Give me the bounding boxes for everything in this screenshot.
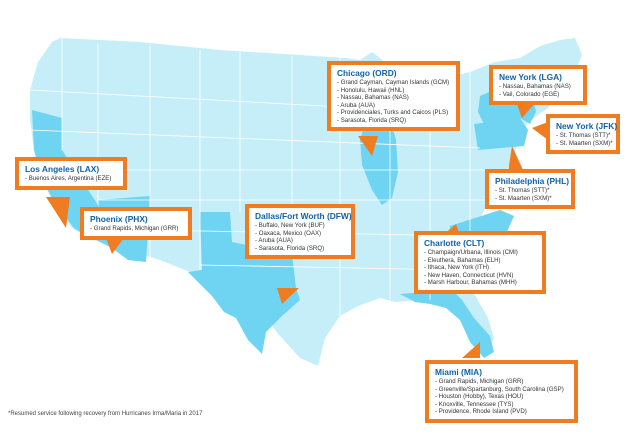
footnote: *Resumed service following recovery from… [8, 411, 203, 417]
destination-item: Grand Rapids, Michigan (GRR) [435, 378, 568, 386]
destination-item: Nassau, Bahamas (NAS) [337, 94, 450, 102]
destination-list-clt: Champaign/Urbana, Illinois (CMI) Eleuthe… [424, 249, 536, 287]
callout-clt: Charlotte (CLT) Champaign/Urbana, Illino… [414, 231, 546, 294]
callout-phx: Phoenix (PHX) Grand Rapids, Michigan (GR… [80, 207, 192, 240]
destination-item: Ithaca, New York (ITH) [424, 264, 536, 272]
destination-item: St. Maarten (SXM)* [495, 195, 565, 203]
destination-list-mia: Grand Rapids, Michigan (GRR) Greenville/… [435, 378, 568, 416]
destination-item: New Haven, Connecticut (HVN) [424, 272, 536, 280]
callout-phl: Philadelphia (PHL) St. Thomas (STT)* St.… [485, 169, 575, 209]
callout-title-lax: Los Angeles (LAX) [25, 164, 100, 174]
callout-title-dfw: Dallas/Fort Worth (DFW) [255, 211, 352, 221]
tail-phx [106, 238, 124, 254]
destination-item: Grand Cayman, Cayman Islands (GCM) [337, 79, 450, 87]
destination-item: Honolulu, Hawaii (HNL) [337, 87, 450, 95]
destination-list-phl: St. Thomas (STT)* St. Maarten (SXM)* [495, 187, 565, 202]
tail-dfw [277, 288, 299, 304]
tail-jfk [532, 122, 548, 140]
callout-title-phx: Phoenix (PHX) [90, 214, 148, 224]
destination-item: Aruba (AUA) [337, 102, 450, 110]
destination-item: Buffalo, New York (BUF) [255, 222, 345, 230]
destination-item: Sarasota, Florida (SRQ) [337, 117, 450, 125]
destination-item: Eleuthera, Bahamas (ELH) [424, 257, 536, 265]
tail-lax [46, 197, 70, 228]
callout-title-jfk: New York (JFK) [556, 121, 618, 131]
destination-list-phx: Grand Rapids, Michigan (GRR) [90, 225, 182, 233]
destination-list-jfk: St. Thomas (STT)* St. Maarten (SXM)* [556, 132, 613, 148]
destination-item: Vail, Colorado (EGE) [499, 91, 577, 99]
callout-dfw: Dallas/Fort Worth (DFW) Buffalo, New Yor… [245, 204, 355, 259]
callout-jfk: New York (JFK) St. Thomas (STT)* St. Maa… [546, 114, 620, 154]
state-texas [188, 212, 300, 354]
destination-item: Providenciales, Turks and Caicos (PLS) [337, 109, 450, 117]
callout-title-ord: Chicago (ORD) [337, 68, 397, 78]
destination-item: St. Thomas (STT)* [556, 132, 611, 140]
destination-item: Aruba (AUA) [255, 237, 345, 245]
tail-phl [508, 146, 524, 172]
state-pennsylvania [474, 118, 528, 150]
destination-item: Providence, Rhode Island (PVD) [435, 408, 568, 416]
tail-mia [462, 342, 480, 358]
destination-item: Nassau, Bahamas (NAS) [499, 83, 577, 91]
callout-lga: New York (LGA) Nassau, Bahamas (NAS) Vai… [489, 65, 587, 105]
destination-item: Marsh Harbour, Bahamas (MHH) [424, 279, 536, 287]
destination-item: Oaxaca, Mexico (OAX) [255, 230, 345, 238]
destination-list-lga: Nassau, Bahamas (NAS) Vail, Colorado (EG… [499, 83, 577, 98]
destination-item: St. Maarten (SXM)* [556, 140, 613, 148]
destination-list-dfw: Buffalo, New York (BUF) Oaxaca, Mexico (… [255, 222, 345, 252]
callout-title-phl: Philadelphia (PHL) [495, 176, 569, 186]
destination-item: Knoxville, Tennessee (TYS) [435, 401, 568, 409]
callout-title-mia: Miami (MIA) [435, 367, 482, 377]
callout-mia: Miami (MIA) Grand Rapids, Michigan (GRR)… [425, 360, 578, 423]
destination-item: Houston (Hobby), Texas (HOU) [435, 393, 568, 401]
destination-item: Greenville/Spartanburg, South Carolina (… [435, 386, 568, 394]
callout-ord: Chicago (ORD) Grand Cayman, Cayman Islan… [327, 61, 460, 131]
destination-list-ord: Grand Cayman, Cayman Islands (GCM) Honol… [337, 79, 450, 124]
callout-title-clt: Charlotte (CLT) [424, 238, 485, 248]
callout-title-lga: New York (LGA) [499, 72, 562, 82]
destination-item: Sarasota, Florida (SRQ) [255, 245, 345, 253]
destination-list-lax: Buenos Aires, Argentina (EZE) [25, 175, 117, 183]
state-florida [400, 290, 494, 358]
destination-item: St. Thomas (STT)* [495, 187, 565, 195]
callout-lax: Los Angeles (LAX) Buenos Aires, Argentin… [15, 157, 127, 190]
tail-ord [358, 136, 378, 156]
tail-lga [516, 102, 536, 118]
destination-item: Buenos Aires, Argentina (EZE) [25, 175, 117, 183]
destination-item: Champaign/Urbana, Illinois (CMI) [424, 249, 536, 257]
destination-item: Grand Rapids, Michigan (GRR) [90, 225, 182, 233]
